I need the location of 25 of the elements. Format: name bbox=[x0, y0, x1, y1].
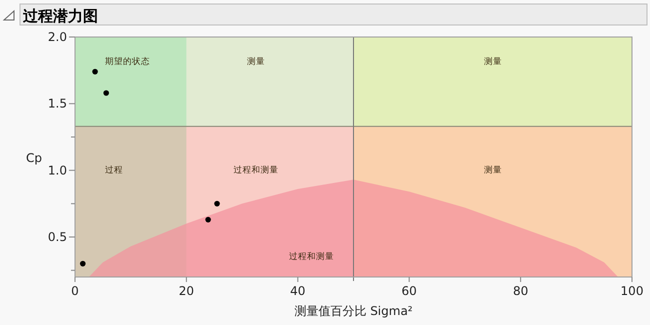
annotation: 过程 bbox=[105, 164, 123, 176]
annotation: 期望的状态 bbox=[105, 56, 150, 67]
annotation: 测量 bbox=[484, 56, 502, 67]
x-tick-label: 0 bbox=[71, 284, 79, 298]
point bbox=[103, 90, 109, 96]
y-tick-label: 0.5 bbox=[48, 230, 67, 244]
annotation: 测量 bbox=[246, 56, 265, 67]
y-tick-label: 1.5 bbox=[48, 96, 67, 111]
x-tick-label: 100 bbox=[620, 284, 644, 298]
x-tick-label: 40 bbox=[290, 284, 306, 298]
annotation: 过程和测量 bbox=[289, 251, 334, 262]
point bbox=[92, 68, 98, 74]
annotation: 测量 bbox=[484, 164, 502, 176]
point bbox=[205, 216, 211, 222]
x-tick-label: 20 bbox=[178, 284, 194, 298]
x-axis-title: 测量值百分比 Sigma² bbox=[294, 304, 413, 318]
chart-title: 过程潜力图 bbox=[22, 7, 98, 25]
point bbox=[80, 260, 86, 266]
x-tick-label: 60 bbox=[402, 284, 417, 298]
y-axis-title: Cp bbox=[26, 151, 42, 165]
y-tick-label: 2.0 bbox=[48, 30, 67, 44]
x-tick-label: 80 bbox=[512, 284, 528, 298]
point bbox=[214, 200, 220, 206]
annotation: 过程和测量 bbox=[233, 164, 278, 176]
y-tick-label: 1.0 bbox=[48, 163, 67, 178]
